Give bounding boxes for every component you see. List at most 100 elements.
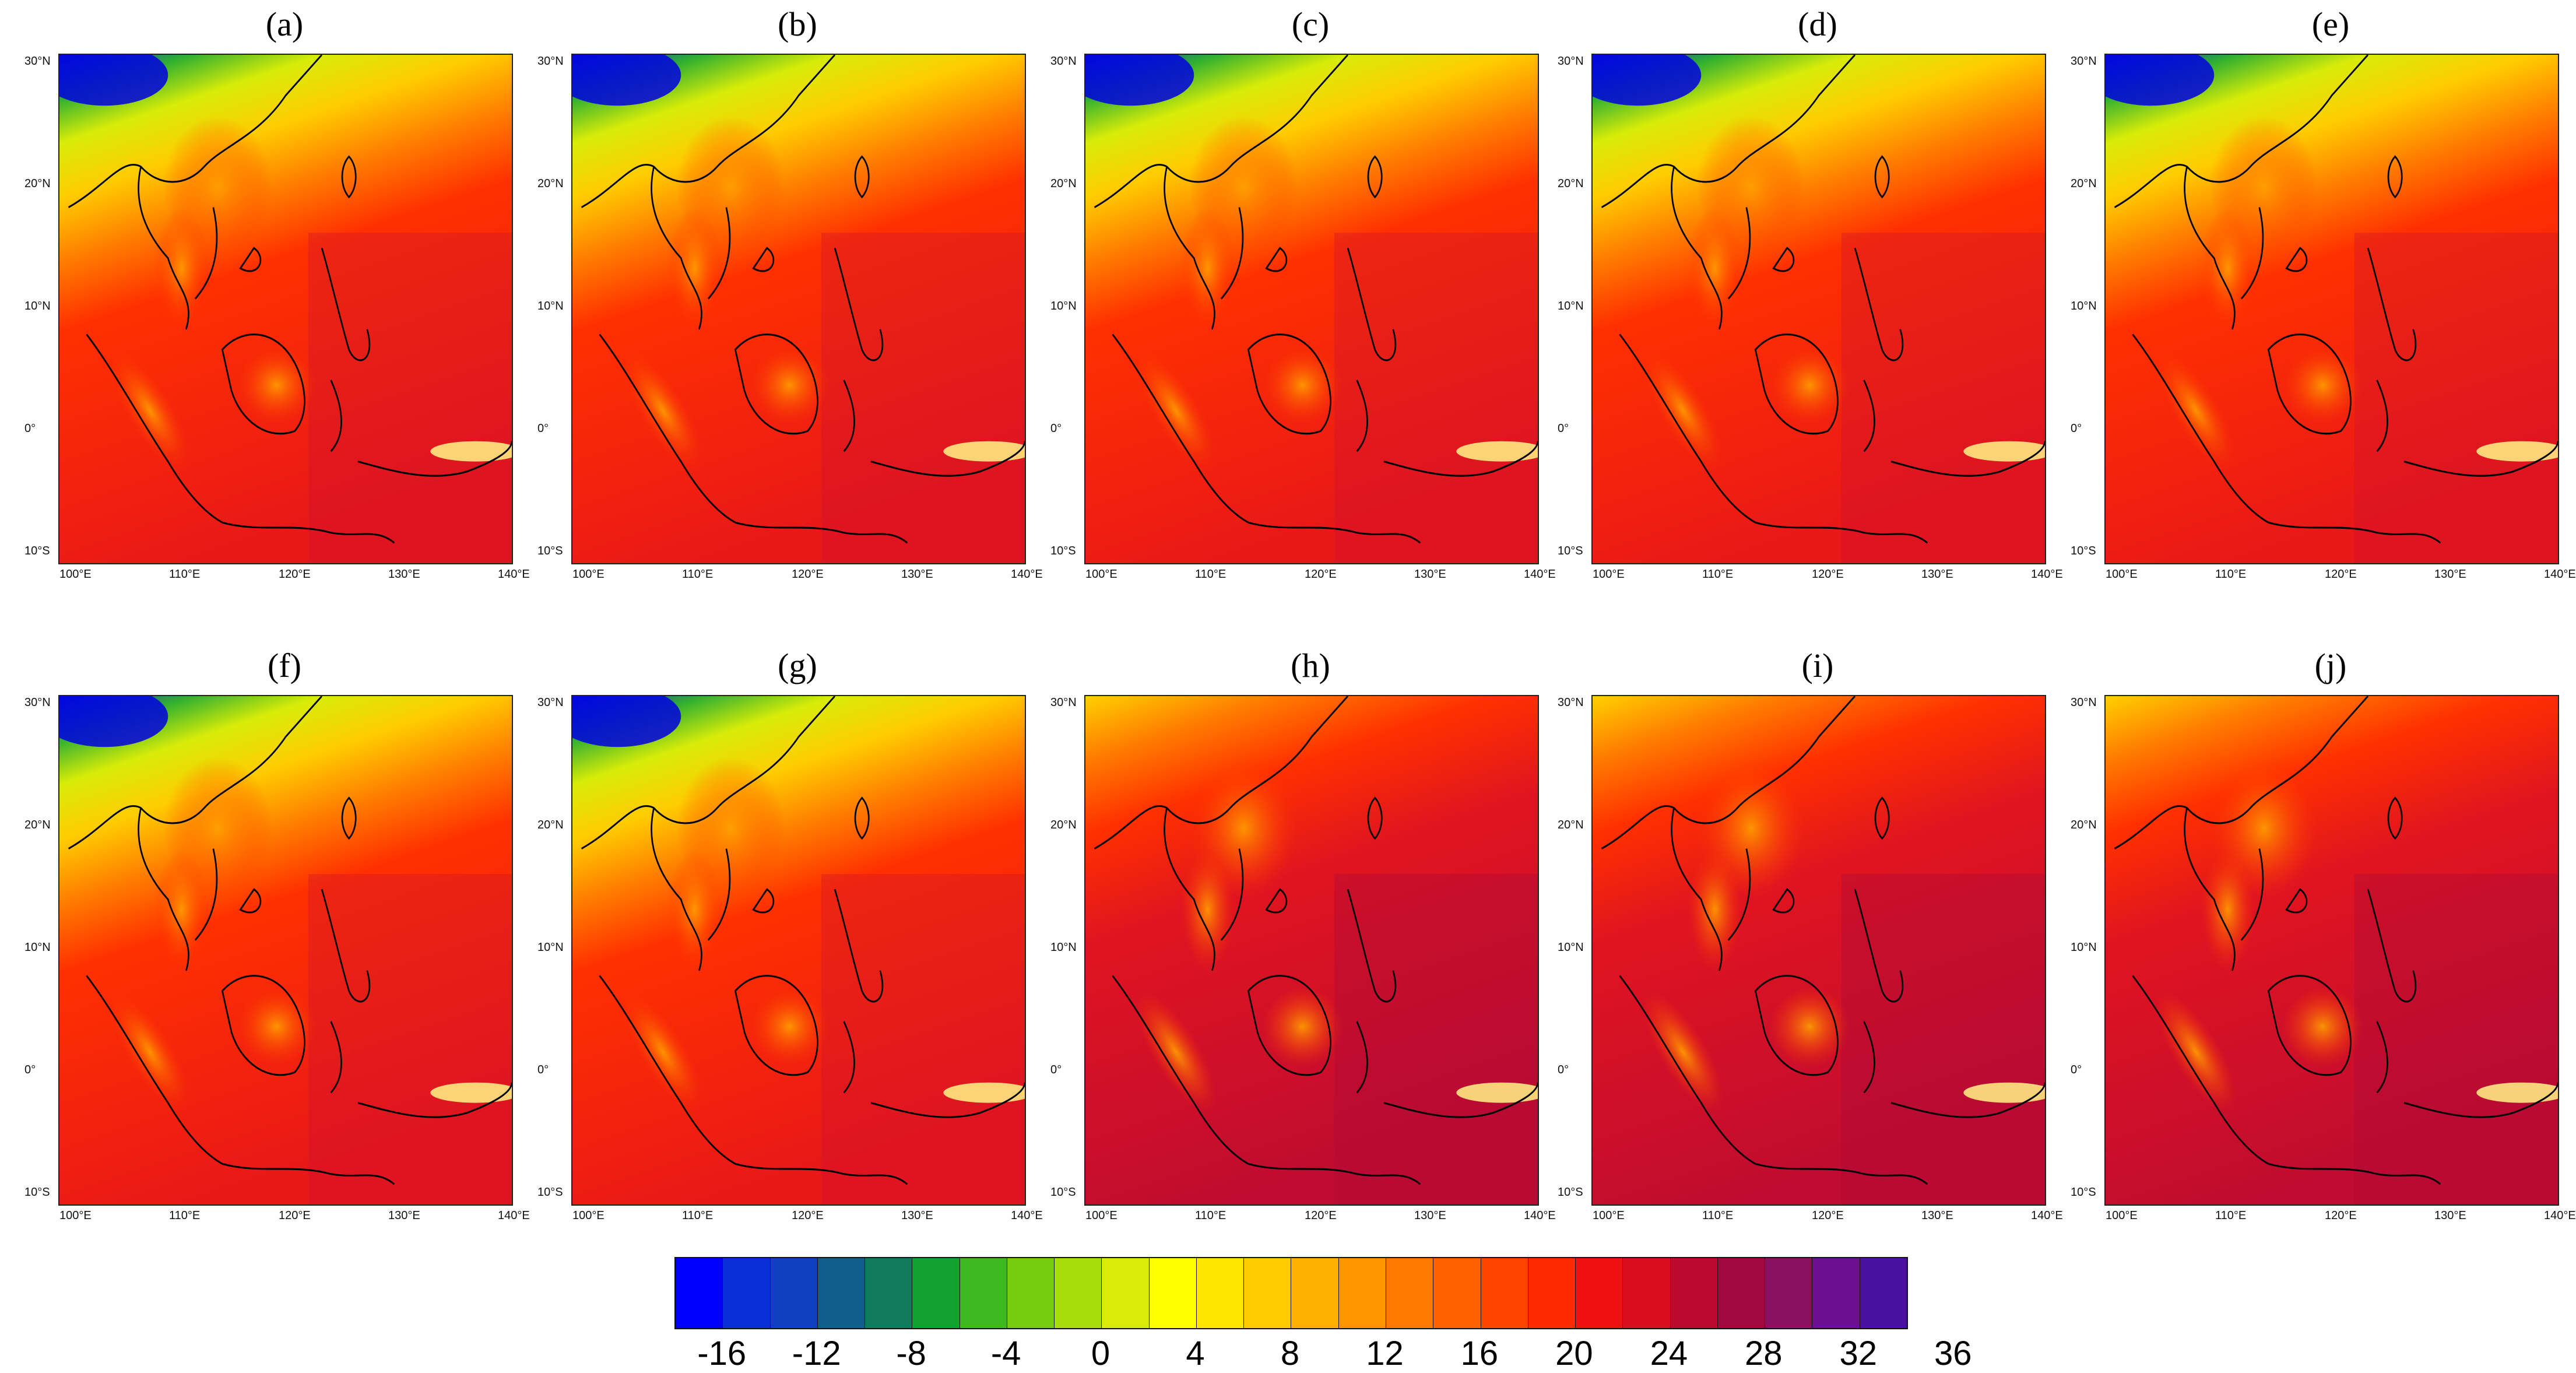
lat-tick-label: 20°N [2071,177,2097,190]
colorbar-swatch [1860,1258,1907,1328]
colorbar-tick-label: 0 [1091,1335,1110,1372]
lat-tick-label: 10°N [1558,941,1584,954]
colorbar-swatch [1149,1258,1197,1328]
colorbar-swatch [1765,1258,1813,1328]
lat-tick-label: 10°S [1050,1186,1076,1199]
lon-tick-label: 110°E [1702,1209,1734,1222]
colorbar-swatch [1433,1258,1481,1328]
colorbar-swatch [1244,1258,1292,1328]
map-field [572,696,1025,1205]
map-panel [2104,695,2559,1206]
lon-tick-label: 140°E [1524,568,1556,581]
lat-tick-label: 0° [1050,422,1062,435]
lon-tick-label: 100°E [1593,568,1625,581]
lon-tick-label: 120°E [279,1209,311,1222]
lon-tick-label: 130°E [1414,568,1446,581]
colorbar-swatch [723,1258,771,1328]
lon-tick-label: 110°E [682,1209,714,1222]
colorbar-tick-label: 16 [1460,1335,1499,1372]
map-panel [1084,695,1539,1206]
lat-tick-label: 10°N [1050,300,1077,312]
lat-tick-label: 0° [24,422,36,435]
lon-tick-label: 120°E [1305,568,1337,581]
colorbar-tick-label: 28 [1745,1335,1783,1372]
lon-tick-label: 130°E [2434,1209,2466,1222]
colorbar-swatch [1102,1258,1150,1328]
panel-label: (d) [1798,5,1837,43]
lat-tick-label: 0° [2071,422,2082,435]
lat-tick-label: 30°N [537,55,564,68]
lon-tick-label: 110°E [1195,1209,1227,1222]
lat-tick-label: 0° [1050,1063,1062,1076]
panel-label: (h) [1291,647,1330,684]
colorbar-tick-label: 4 [1186,1335,1205,1372]
colorbar-tick-label: -4 [990,1335,1021,1372]
map-panel [571,54,1026,564]
lon-tick-label: 140°E [498,1209,530,1222]
lon-tick-label: 110°E [682,568,714,581]
colorbar-tick-label: -16 [697,1335,747,1372]
lat-tick-label: 10°N [1050,941,1077,954]
panel-label: (e) [2311,5,2350,43]
colorbar-swatch [1670,1258,1718,1328]
lat-tick-label: 0° [537,422,549,435]
lon-tick-label: 100°E [1593,1209,1625,1222]
lon-tick-label: 120°E [2325,1209,2357,1222]
colorbar-tick-label: 20 [1555,1335,1593,1372]
lat-tick-label: 0° [2071,1063,2082,1076]
map-field [2106,696,2558,1205]
lon-tick-label: 110°E [2215,568,2247,581]
lat-tick-label: 10°N [537,300,564,312]
colorbar-swatch [1623,1258,1671,1328]
colorbar-swatch [960,1258,1007,1328]
lon-tick-label: 130°E [901,1209,933,1222]
lon-tick-label: 100°E [2106,568,2138,581]
lat-tick-label: 0° [24,1063,36,1076]
lon-tick-label: 100°E [59,568,92,581]
lon-tick-label: 140°E [2031,568,2063,581]
lat-tick-label: 30°N [1050,696,1077,709]
lon-tick-label: 120°E [1812,1209,1844,1222]
panel-label: (f) [268,647,301,684]
lat-tick-label: 10°N [2071,300,2097,312]
lat-tick-label: 30°N [24,55,51,68]
lon-tick-label: 100°E [572,568,605,581]
lon-tick-label: 130°E [901,568,933,581]
map-field [572,55,1025,563]
lat-tick-label: 20°N [537,177,564,190]
map-field [59,696,512,1205]
lon-tick-label: 120°E [279,568,311,581]
lat-tick-label: 10°N [24,941,51,954]
lat-tick-label: 30°N [2071,55,2097,68]
lon-tick-label: 110°E [2215,1209,2247,1222]
colorbar-swatch [1007,1258,1055,1328]
lon-tick-label: 100°E [572,1209,605,1222]
colorbar-swatch [1338,1258,1386,1328]
lon-tick-label: 140°E [2031,1209,2063,1222]
lat-tick-label: 10°S [24,545,50,557]
lat-tick-label: 20°N [1558,819,1584,831]
lon-tick-label: 120°E [2325,568,2357,581]
lat-tick-label: 10°S [1050,545,1076,557]
lon-tick-label: 140°E [2544,568,2576,581]
lon-tick-label: 130°E [388,1209,420,1222]
colorbar-tick-label: -12 [792,1335,841,1372]
panel-label: (g) [778,647,817,684]
panel-label: (a) [265,5,304,43]
colorbar-tick-label: 8 [1280,1335,1300,1372]
lon-tick-label: 100°E [1085,568,1117,581]
colorbar-swatch [912,1258,960,1328]
lat-tick-label: 10°S [1558,545,1583,557]
colorbar-tick-label: -8 [896,1335,926,1372]
panel-label: (i) [1801,647,1834,684]
colorbar-swatch [1481,1258,1528,1328]
lon-tick-label: 100°E [1085,1209,1117,1222]
lat-tick-label: 20°N [537,819,564,831]
colorbar [674,1257,1908,1329]
lat-tick-label: 0° [1558,422,1569,435]
lat-tick-label: 10°N [1558,300,1584,312]
lat-tick-label: 30°N [1558,55,1584,68]
colorbar-swatch [1291,1258,1339,1328]
colorbar-swatch [865,1258,913,1328]
lat-tick-label: 10°N [24,300,51,312]
